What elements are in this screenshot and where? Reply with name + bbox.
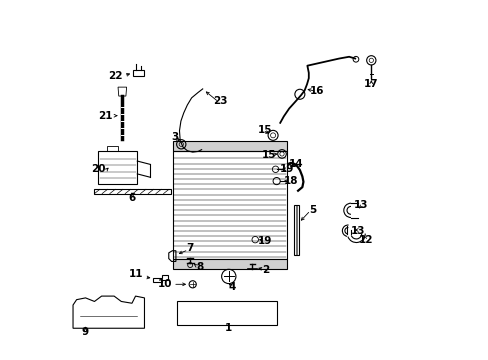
Text: 21: 21: [98, 111, 112, 121]
Text: 12: 12: [358, 235, 372, 245]
Text: 2: 2: [262, 265, 269, 275]
Text: 11: 11: [129, 269, 143, 279]
Text: 5: 5: [308, 205, 315, 215]
Text: 3: 3: [171, 132, 178, 142]
Text: 15: 15: [258, 125, 272, 135]
Polygon shape: [173, 141, 287, 152]
Text: 1: 1: [224, 323, 232, 333]
Text: 6: 6: [128, 193, 135, 203]
Text: 23: 23: [212, 96, 227, 107]
Text: 17: 17: [363, 79, 378, 89]
Text: 9: 9: [82, 327, 89, 337]
Text: 15: 15: [262, 150, 276, 160]
Text: 18: 18: [283, 176, 298, 186]
Text: 13: 13: [350, 226, 365, 236]
Text: 8: 8: [196, 262, 203, 272]
Text: 20: 20: [91, 164, 106, 174]
Text: 19: 19: [279, 164, 293, 174]
Text: 4: 4: [228, 282, 236, 292]
Text: 19: 19: [258, 236, 272, 246]
Text: 10: 10: [158, 279, 172, 289]
Text: 14: 14: [288, 159, 303, 169]
Text: 22: 22: [108, 71, 122, 81]
Text: 7: 7: [186, 243, 194, 253]
Text: 13: 13: [353, 200, 368, 210]
Text: 16: 16: [309, 86, 324, 96]
Polygon shape: [173, 258, 287, 269]
